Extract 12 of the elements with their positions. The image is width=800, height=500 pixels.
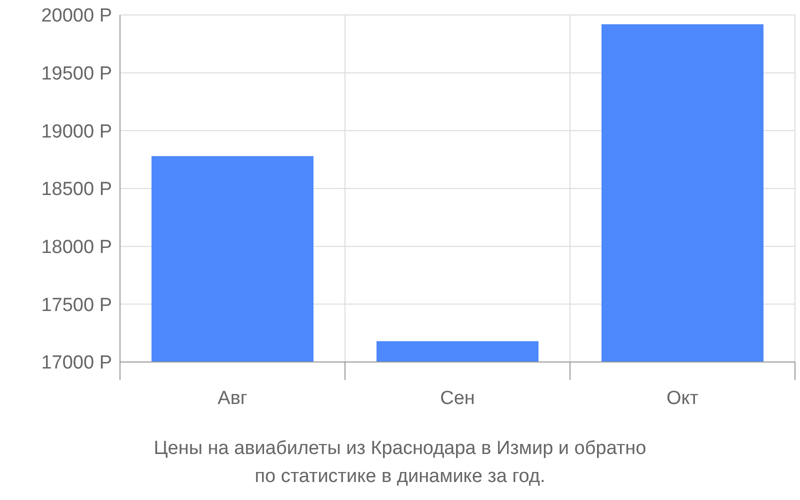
y-tick-label: 18500 Р [41, 179, 112, 200]
y-tick-label: 19500 Р [41, 63, 112, 84]
text: по статистике в динамике за год. [254, 466, 546, 487]
y-tick-label: 20000 Р [41, 6, 112, 27]
y-tick-label: 17000 Р [41, 352, 112, 374]
y-tick-label: 18000 Р [41, 236, 112, 258]
x-tick-label: Окт [666, 388, 699, 409]
text: Цены на авиабилеты из Краснодара в Измир и обратно [154, 438, 646, 459]
x-tick-label: Авг [218, 388, 248, 409]
x-tick-label: Сен [440, 388, 475, 409]
y-tick-label: 19000 Р [41, 121, 112, 142]
y-tick-label: 17500 Р [41, 294, 112, 316]
